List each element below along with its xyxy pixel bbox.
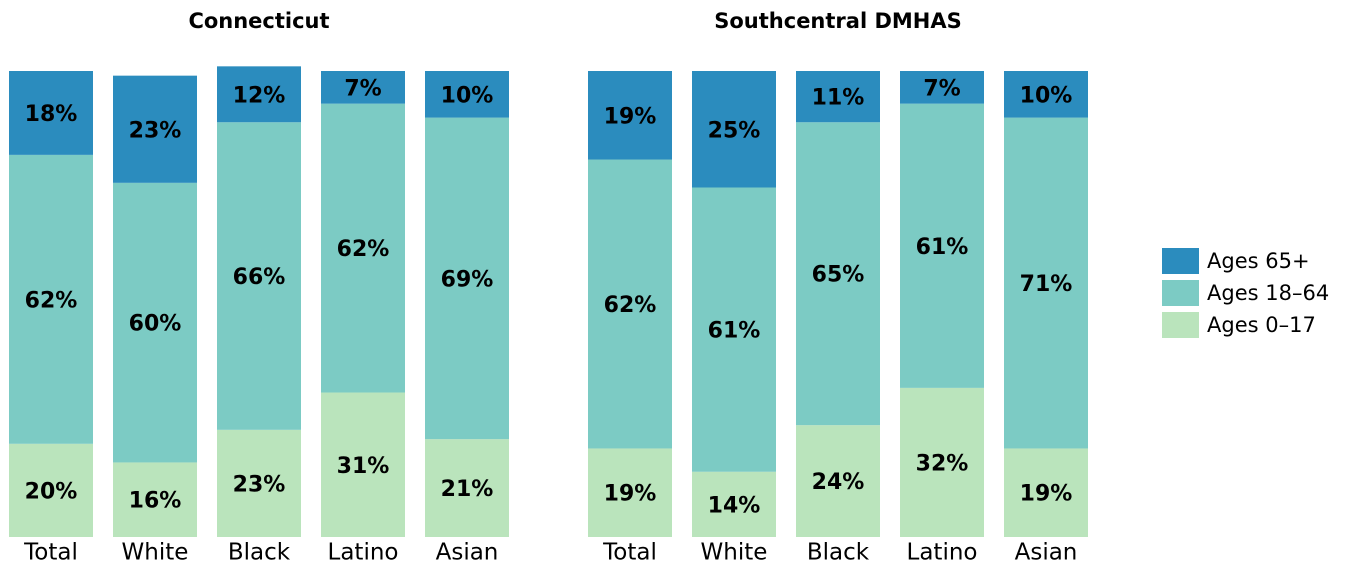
x-tick-label: White <box>701 540 768 566</box>
legend-swatch <box>1162 248 1199 274</box>
x-tick-label: White <box>122 540 189 566</box>
bar-segment <box>321 392 405 537</box>
bar-segment <box>588 448 672 537</box>
data-label: 62% <box>25 288 78 313</box>
legend-swatch <box>1162 280 1199 306</box>
data-label: 60% <box>129 312 182 337</box>
bar-segment <box>796 122 880 426</box>
x-tick-label: Total <box>23 540 78 566</box>
chart-title: Southcentral DMHAS <box>714 9 962 33</box>
data-label: 14% <box>708 493 761 518</box>
bar-segment <box>900 387 984 537</box>
data-label: 19% <box>604 104 657 129</box>
data-label: 10% <box>1020 83 1073 108</box>
bar-segment <box>9 154 93 444</box>
x-tick-label: Asian <box>1015 540 1078 566</box>
data-label: 11% <box>812 86 865 111</box>
bar-segment <box>1004 448 1088 537</box>
bar-segment <box>588 71 672 160</box>
x-tick-label: Asian <box>436 540 499 566</box>
data-label: 21% <box>441 477 494 502</box>
data-label: 24% <box>812 470 865 495</box>
bar-segment <box>425 439 509 537</box>
data-label: 7% <box>344 76 381 101</box>
bar-segment <box>217 66 301 123</box>
data-label: 61% <box>916 235 969 260</box>
x-tick-label: Latino <box>328 540 399 566</box>
legend-label: Ages 0–17 <box>1207 313 1316 337</box>
bar-segment <box>321 103 405 393</box>
data-label: 71% <box>1020 272 1073 297</box>
bar-segment <box>9 71 93 155</box>
chart-title: Connecticut <box>188 9 329 33</box>
bar-segment <box>321 71 405 104</box>
data-label: 31% <box>337 454 390 479</box>
data-label: 32% <box>916 451 969 476</box>
bar-segment <box>217 429 301 537</box>
bar-segment <box>9 443 93 537</box>
x-tick-label: Latino <box>907 540 978 566</box>
bar-segment <box>796 425 880 537</box>
bar-segment <box>425 117 509 440</box>
data-label: 7% <box>923 76 960 101</box>
data-label: 19% <box>604 482 657 507</box>
data-label: 20% <box>25 479 78 504</box>
data-label: 69% <box>441 267 494 292</box>
legend-swatch <box>1162 312 1199 338</box>
bar-segment <box>692 187 776 472</box>
data-label: 66% <box>233 265 286 290</box>
data-label: 12% <box>233 83 286 108</box>
bar-segment <box>1004 71 1088 118</box>
bar-segment <box>113 462 197 537</box>
x-tick-label: Black <box>228 540 291 566</box>
x-tick-label: Total <box>602 540 657 566</box>
data-label: 62% <box>604 293 657 318</box>
data-label: 16% <box>129 489 182 514</box>
bar-segment <box>1004 117 1088 449</box>
bar-segment <box>900 71 984 104</box>
bar-segment <box>425 71 509 118</box>
bar-segment <box>692 71 776 188</box>
bar-segment <box>692 471 776 537</box>
legend-label: Ages 65+ <box>1207 249 1310 273</box>
data-label: 23% <box>129 118 182 143</box>
bar-segment <box>588 159 672 449</box>
data-label: 65% <box>812 263 865 288</box>
bar-segment <box>217 122 301 430</box>
data-label: 18% <box>25 102 78 127</box>
bar-segment <box>900 103 984 388</box>
data-label: 62% <box>337 237 390 262</box>
bar-segment <box>113 182 197 463</box>
data-label: 25% <box>708 118 761 143</box>
data-label: 19% <box>1020 482 1073 507</box>
bar-segment <box>796 71 880 123</box>
legend-label: Ages 18–64 <box>1207 281 1329 305</box>
bar-segment <box>113 75 197 183</box>
data-label: 23% <box>233 472 286 497</box>
data-label: 61% <box>708 319 761 344</box>
x-tick-label: Black <box>807 540 870 566</box>
data-label: 10% <box>441 83 494 108</box>
